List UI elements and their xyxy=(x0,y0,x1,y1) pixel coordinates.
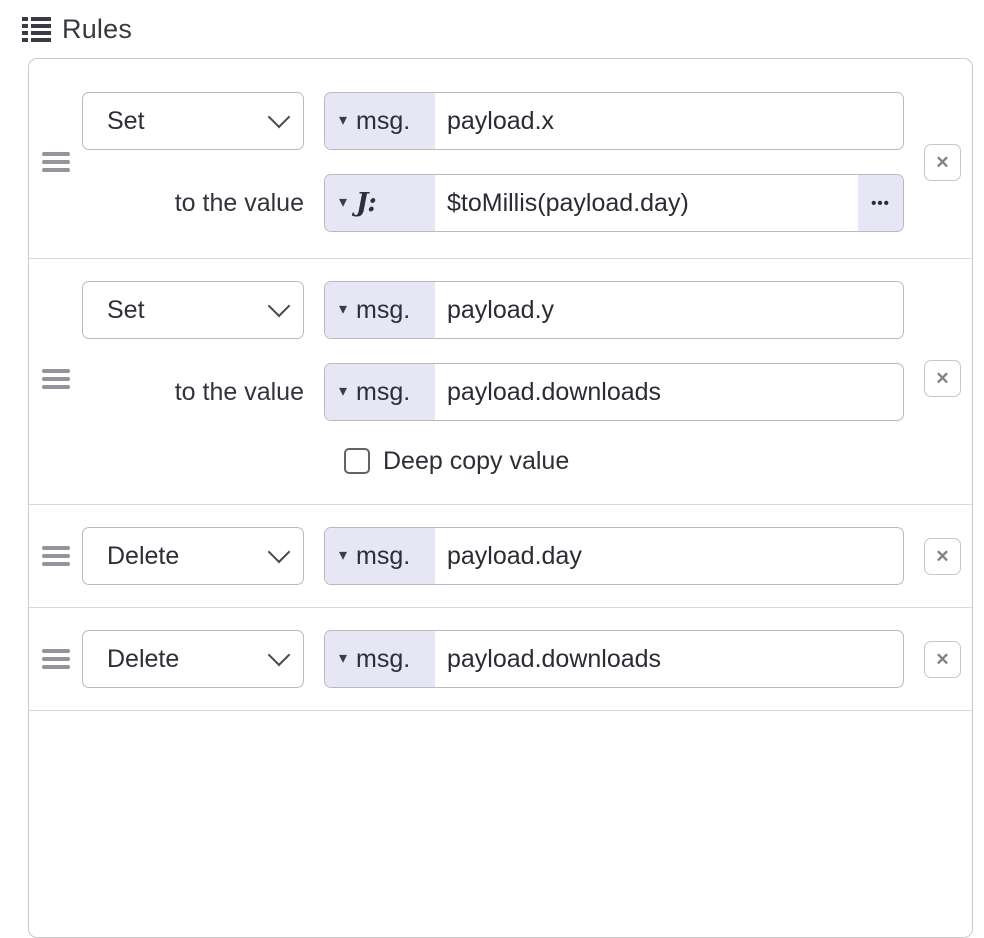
close-icon: ✕ xyxy=(935,546,950,566)
chevron-down-icon xyxy=(267,540,291,563)
property-type-label: msg. xyxy=(356,644,411,673)
caret-down-icon: ▾ xyxy=(339,650,348,667)
rule-action-value: Set xyxy=(107,106,145,135)
expand-expression-button[interactable]: ••• xyxy=(858,175,903,231)
delete-rule-button[interactable]: ✕ xyxy=(924,640,961,678)
close-icon: ✕ xyxy=(935,152,950,172)
expression-input[interactable] xyxy=(435,175,858,231)
rule-row-4: Delete ▾ msg. ✕ xyxy=(29,608,972,710)
ellipsis-icon: ••• xyxy=(871,194,890,212)
chevron-down-icon xyxy=(267,643,291,666)
property-type-button[interactable]: ▾ msg. xyxy=(325,528,435,584)
value-typed-input: ▾ J: ••• xyxy=(324,174,904,232)
drag-handle[interactable] xyxy=(41,368,70,389)
rule-action-value: Set xyxy=(107,295,145,324)
chevron-down-icon xyxy=(267,105,291,128)
property-typed-input: ▾ msg. xyxy=(324,92,904,150)
chevron-down-icon xyxy=(267,294,291,317)
rule-row-1: Set ▾ msg. to the value ▾ J: xyxy=(29,59,972,258)
rule-divider xyxy=(29,258,972,259)
deep-copy-row: Deep copy value xyxy=(344,446,904,476)
jsonata-expression-icon: J: xyxy=(356,188,377,218)
property-input[interactable] xyxy=(435,282,903,338)
caret-down-icon: ▾ xyxy=(339,112,348,129)
property-input[interactable] xyxy=(435,528,903,584)
delete-rule-button[interactable]: ✕ xyxy=(924,360,961,397)
caret-down-icon: ▾ xyxy=(339,383,348,400)
delete-rule-button[interactable]: ✕ xyxy=(924,537,961,575)
close-icon: ✕ xyxy=(935,369,950,388)
caret-down-icon: ▾ xyxy=(339,301,348,318)
value-type-button[interactable]: ▾ J: xyxy=(325,175,435,231)
rule-divider xyxy=(29,607,972,608)
rule-action-select[interactable]: Set xyxy=(82,281,304,339)
rule-action-select[interactable]: Delete xyxy=(82,630,304,688)
rule-row-3: Delete ▾ msg. ✕ xyxy=(29,505,972,607)
caret-down-icon: ▾ xyxy=(339,194,348,211)
property-input[interactable] xyxy=(435,93,903,149)
deep-copy-checkbox[interactable] xyxy=(344,448,370,474)
rule-action-value: Delete xyxy=(107,644,180,673)
property-typed-input: ▾ msg. xyxy=(324,281,904,339)
drag-handle[interactable] xyxy=(41,546,70,566)
rule-divider xyxy=(29,710,972,711)
value-type-button[interactable]: ▾ msg. xyxy=(325,364,435,420)
to-the-value-label: to the value xyxy=(174,377,304,406)
rules-list: Set ▾ msg. to the value ▾ J: xyxy=(28,58,973,938)
property-type-label: msg. xyxy=(356,295,411,324)
list-icon xyxy=(22,17,51,42)
property-type-button[interactable]: ▾ msg. xyxy=(325,282,435,338)
property-type-label: msg. xyxy=(356,541,411,570)
rules-header: Rules xyxy=(0,0,984,46)
delete-rule-button[interactable]: ✕ xyxy=(924,143,961,181)
deep-copy-label: Deep copy value xyxy=(383,446,570,475)
property-input[interactable] xyxy=(435,631,903,687)
value-type-label: msg. xyxy=(356,377,411,406)
caret-down-icon: ▾ xyxy=(339,547,348,564)
property-type-label: msg. xyxy=(356,106,411,135)
rule-action-value: Delete xyxy=(107,541,180,570)
property-typed-input: ▾ msg. xyxy=(324,630,904,688)
property-type-button[interactable]: ▾ msg. xyxy=(325,93,435,149)
rule-divider xyxy=(29,504,972,505)
value-typed-input: ▾ msg. xyxy=(324,363,904,421)
value-input[interactable] xyxy=(435,364,903,420)
rule-action-select[interactable]: Set xyxy=(82,92,304,150)
drag-handle[interactable] xyxy=(41,649,70,669)
rule-row-2: Set ▾ msg. to the value ▾ msg. xyxy=(29,259,972,504)
to-the-value-label: to the value xyxy=(174,188,304,217)
drag-handle[interactable] xyxy=(41,152,70,172)
rule-action-select[interactable]: Delete xyxy=(82,527,304,585)
close-icon: ✕ xyxy=(935,649,950,669)
property-typed-input: ▾ msg. xyxy=(324,527,904,585)
rules-title: Rules xyxy=(62,14,133,44)
property-type-button[interactable]: ▾ msg. xyxy=(325,631,435,687)
